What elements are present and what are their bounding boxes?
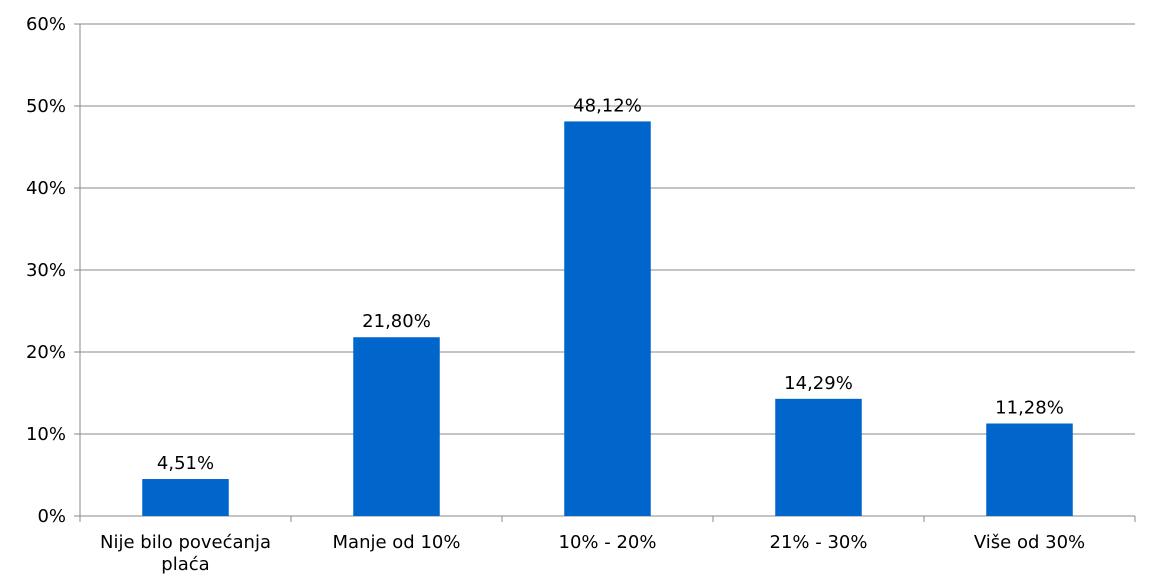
data-label: 11,28% <box>995 398 1064 419</box>
data-label: 14,29% <box>784 373 853 394</box>
y-tick-label: 40% <box>26 178 66 199</box>
x-category-label: 10% - 20% <box>559 532 657 553</box>
data-label: 4,51% <box>157 453 214 474</box>
x-category-label: Više od 30% <box>974 532 1085 553</box>
bars <box>142 121 1073 516</box>
x-category-label: Manje od 10% <box>333 532 461 553</box>
y-tick-label: 30% <box>26 260 66 281</box>
data-label: 21,80% <box>362 311 431 332</box>
bar <box>564 121 651 516</box>
x-category-label: Nije bilo povećanja <box>100 532 271 553</box>
bar <box>353 337 440 516</box>
bar <box>986 423 1073 516</box>
x-category-label: plaća <box>161 554 209 575</box>
data-label: 48,12% <box>573 95 642 116</box>
y-tick-label: 50% <box>26 96 66 117</box>
x-category-label: 21% - 30% <box>770 532 868 553</box>
y-tick-label: 20% <box>26 342 66 363</box>
bar <box>775 398 862 516</box>
labels: 0% 10% 20% 30% 40% 50% 60% 4,51% Nije bilo poveć… <box>26 14 1085 575</box>
y-tick-label: 10% <box>26 424 66 445</box>
y-tick-label: 0% <box>37 506 66 527</box>
y-tick-label: 60% <box>26 14 66 35</box>
bar <box>142 479 229 516</box>
